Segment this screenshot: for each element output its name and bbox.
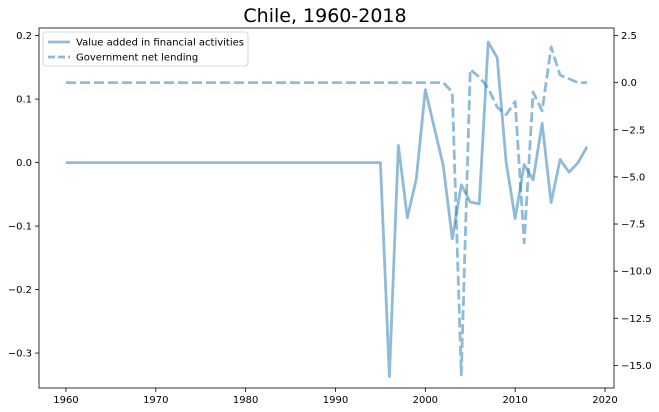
right-tick-label: −7.5 [621,220,645,231]
left-tick-label: 0.0 [16,158,32,169]
series-line-1 [65,45,588,377]
right-tick-label: −12.5 [621,314,652,325]
x-axis: 1960 1970 1980 1990 2000 2010 2020 [53,388,618,406]
right-tick-label: 2.5 [621,31,637,42]
left-tick-label: 0.1 [16,95,32,106]
legend-label: Government net lending [76,53,198,64]
left-tick-label: −0.1 [8,222,32,233]
right-tick-label: −5.0 [621,172,645,183]
left-tick-label: −0.3 [8,349,32,360]
x-tick-label: 1990 [323,395,348,406]
x-tick-label: 2020 [592,395,617,406]
x-tick-label: 1960 [53,395,78,406]
plot-area [38,27,615,389]
x-tick-label: 1980 [233,395,258,406]
x-tick-label: 2000 [413,395,438,406]
left-tick-label: −0.2 [8,285,32,296]
right-y-axis: −15.0 −12.5 −10.0 −7.5 −5.0 −2.5 0.0 2.5 [614,31,652,372]
x-tick-label: 1970 [143,395,168,406]
right-tick-label: −10.0 [621,267,652,278]
legend-label: Value added in financial activities [76,38,244,49]
x-tick-label: 2010 [502,395,527,406]
plot-frame [38,27,615,389]
legend-box [42,31,249,67]
right-tick-label: −15.0 [621,361,652,372]
chart-title: Chile, 1960-2018 [243,5,406,27]
right-tick-label: 0.0 [621,78,637,89]
left-y-axis: −0.3 −0.2 −0.1 0.0 0.1 0.2 [8,31,39,360]
legend: Value added in financial activities Gover… [42,31,249,67]
series-line-0 [65,40,589,378]
left-tick-label: 0.2 [16,31,32,42]
right-tick-label: −2.5 [621,125,645,136]
